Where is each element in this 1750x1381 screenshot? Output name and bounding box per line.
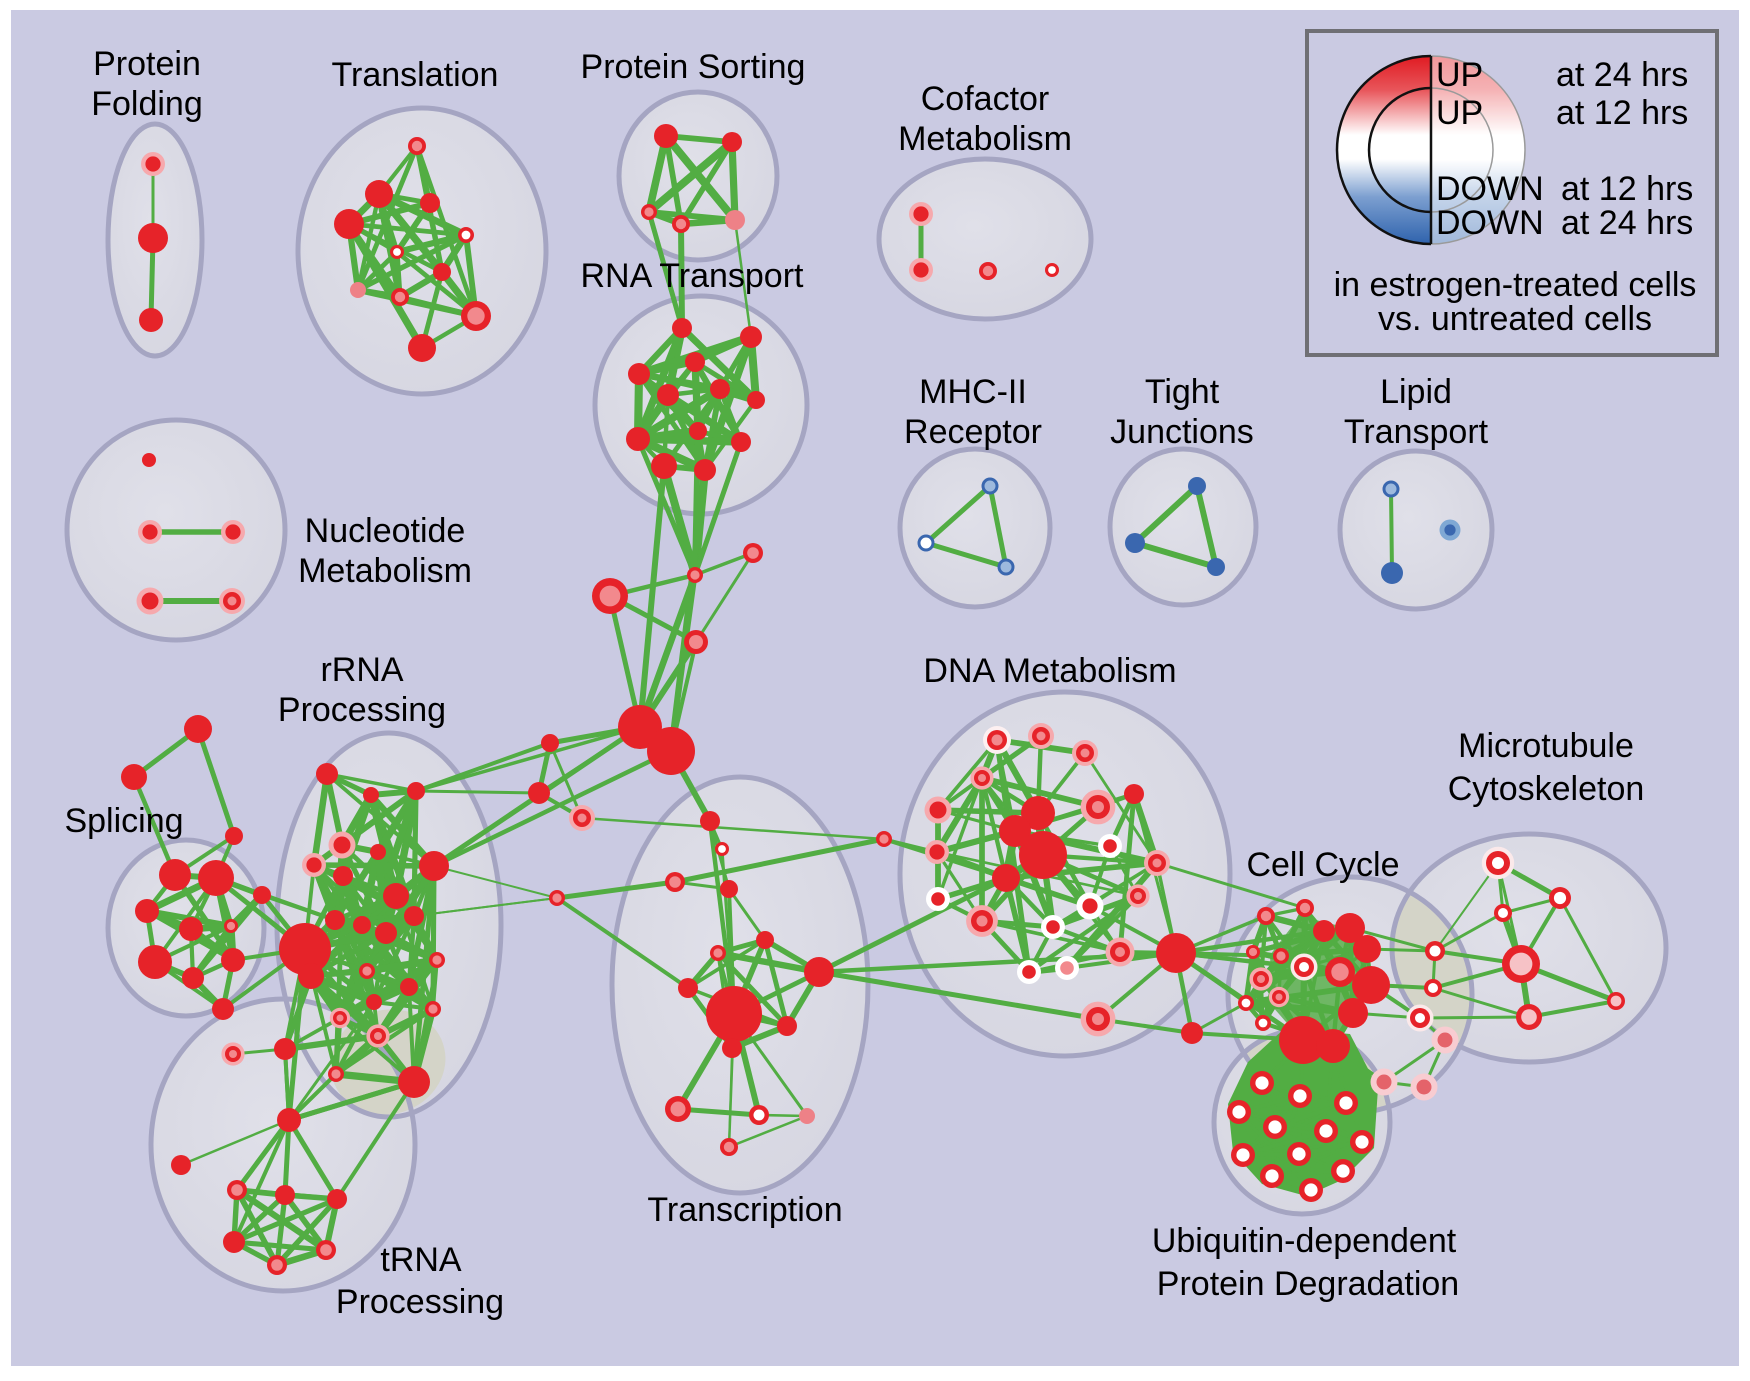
svg-text:at 12 hrs: at 12 hrs [1556, 94, 1688, 132]
svg-text:DOWN: DOWN [1436, 204, 1544, 242]
svg-text:Protein Sorting: Protein Sorting [581, 48, 806, 86]
svg-text:Tight: Tight [1145, 373, 1220, 411]
svg-text:Microtubule: Microtubule [1458, 727, 1634, 765]
svg-text:Processing: Processing [278, 691, 446, 729]
svg-text:Splicing: Splicing [64, 802, 183, 840]
svg-text:Metabolism: Metabolism [298, 552, 472, 590]
svg-text:at 24 hrs: at 24 hrs [1556, 56, 1688, 94]
svg-text:Lipid: Lipid [1380, 373, 1452, 411]
svg-text:tRNA: tRNA [380, 1241, 462, 1279]
svg-text:Cytoskeleton: Cytoskeleton [1448, 770, 1645, 808]
svg-text:Ubiquitin-dependent: Ubiquitin-dependent [1152, 1222, 1457, 1260]
svg-text:vs. untreated cells: vs. untreated cells [1378, 300, 1652, 338]
svg-text:Metabolism: Metabolism [898, 120, 1072, 158]
svg-text:DNA Metabolism: DNA Metabolism [923, 652, 1176, 690]
svg-text:Transcription: Transcription [647, 1191, 842, 1229]
svg-text:in estrogen-treated cells: in estrogen-treated cells [1334, 266, 1697, 304]
svg-text:at 24 hrs: at 24 hrs [1561, 204, 1693, 242]
svg-text:Protein Degradation: Protein Degradation [1157, 1265, 1459, 1303]
svg-text:Folding: Folding [91, 85, 203, 123]
svg-text:Cell Cycle: Cell Cycle [1246, 846, 1399, 884]
svg-text:Cofactor: Cofactor [921, 80, 1050, 118]
svg-text:Nucleotide: Nucleotide [305, 512, 466, 550]
svg-text:Translation: Translation [332, 56, 499, 94]
svg-text:Processing: Processing [336, 1283, 504, 1321]
svg-text:rRNA: rRNA [320, 651, 403, 689]
svg-text:MHC-II: MHC-II [919, 373, 1027, 411]
svg-text:UP: UP [1436, 56, 1483, 94]
svg-text:at 12 hrs: at 12 hrs [1561, 170, 1693, 208]
svg-text:Receptor: Receptor [904, 413, 1042, 451]
svg-text:RNA Transport: RNA Transport [581, 257, 805, 295]
svg-text:Protein: Protein [93, 45, 201, 83]
svg-text:UP: UP [1436, 94, 1483, 132]
svg-text:Junctions: Junctions [1110, 413, 1254, 451]
svg-text:Transport: Transport [1344, 413, 1489, 451]
svg-text:DOWN: DOWN [1436, 170, 1544, 208]
